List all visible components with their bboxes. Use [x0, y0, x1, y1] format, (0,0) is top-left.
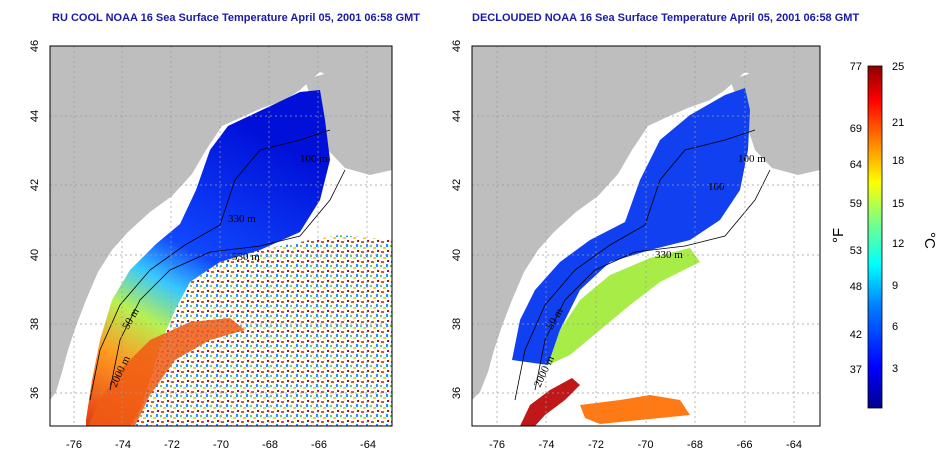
colorbar-celsius-label: 6 [892, 321, 898, 333]
right-contour-label-100m: 100 m [738, 153, 766, 165]
right-y-tick-label: 46 [451, 40, 463, 52]
right-x-tick-label: -74 [539, 439, 555, 451]
right-map: 100 m 100 330 m 50 m 2000 m [471, 45, 821, 427]
right-map-frame [471, 45, 821, 427]
colorbar-celsius-label: 9 [892, 280, 898, 292]
left-x-tick-label: -76 [66, 439, 82, 451]
colorbar-fahrenheit-label: 59 [850, 198, 862, 210]
right-map-sst-orange [580, 395, 690, 424]
left-contour-label-330: 330 m [232, 251, 260, 263]
colorbar-fahrenheit-label: 53 [850, 245, 862, 257]
right-x-tick-label: -66 [737, 439, 753, 451]
right-y-tick-label: 36 [451, 387, 463, 399]
left-map-land-ns [305, 64, 392, 175]
colorbar-gradient [867, 65, 883, 409]
colorbar-fahrenheit-label: 77 [850, 61, 862, 73]
right-map-land [472, 46, 820, 400]
right-contour-label-330: 330 m [655, 249, 683, 261]
right-map-title: DECLOUDED NOAA 16 Sea Surface Temperatur… [472, 12, 860, 24]
fahrenheit-unit: °F [830, 228, 847, 243]
left-map-contour-inner [89, 129, 331, 401]
left-y-tick-label: 38 [29, 318, 41, 330]
left-x-tick-label: -72 [164, 439, 180, 451]
right-x-tick-label: -68 [687, 439, 703, 451]
colorbar-fahrenheit-label: 69 [850, 123, 862, 135]
right-map-sst-cold [512, 88, 750, 365]
colorbar-celsius-label: 15 [892, 198, 904, 210]
right-y-tick-label: 44 [451, 110, 463, 122]
left-map-frame [49, 45, 393, 427]
colorbar-celsius-label: 12 [892, 238, 904, 250]
colorbar-celsius-label: 25 [892, 61, 904, 73]
left-x-tick-label: -64 [360, 439, 376, 451]
right-y-tick-label: 40 [451, 249, 463, 261]
right-map-contour-inner [514, 129, 756, 401]
left-y-tick-label: 36 [29, 387, 41, 399]
right-y-tick-label: 42 [451, 179, 463, 191]
left-y-tick-label: 40 [29, 249, 41, 261]
right-contour-label-100: 100 [708, 181, 725, 193]
celsius-unit: °C [921, 232, 938, 249]
colorbar-fahrenheit-label: 48 [850, 281, 862, 293]
colorbar-celsius-label: 18 [892, 155, 904, 167]
left-x-tick-label: -70 [213, 439, 229, 451]
right-y-tick-label: 38 [451, 318, 463, 330]
left-x-tick-label: -68 [262, 439, 278, 451]
left-contour-label-330b: 330 m [228, 213, 256, 225]
colorbar-fahrenheit-label: 37 [850, 364, 862, 376]
colorbar-fahrenheit-label: 42 [850, 329, 862, 341]
left-map-land [50, 46, 392, 400]
left-map: 100 m 330 m 330 m 50 m 2000 m [49, 45, 393, 427]
left-map-contour-shelf [109, 169, 346, 391]
left-y-tick-label: 46 [29, 40, 41, 52]
left-contour-label-100: 100 m [300, 153, 328, 165]
left-map-gulf-stream [88, 318, 245, 426]
right-x-tick-label: -64 [786, 439, 802, 451]
left-y-tick-label: 42 [29, 179, 41, 191]
left-map-grid [50, 46, 392, 426]
colorbar-celsius-label: 21 [892, 117, 904, 129]
right-map-sst-warm [520, 378, 580, 426]
colorbar-celsius-label: 3 [892, 363, 898, 375]
right-x-tick-label: -76 [489, 439, 505, 451]
right-map-grid [472, 46, 820, 426]
left-map-title: RU COOL NOAA 16 Sea Surface Temperature … [52, 12, 421, 24]
axis-ticks: -76 -74 -72 -70 -68 -66 -64 46 44 42 40 38 36 -76 -74 -… [29, 40, 802, 451]
right-map-sst-shelf [548, 248, 700, 365]
left-y-tick-label: 44 [29, 110, 41, 122]
left-x-tick-label: -66 [311, 439, 327, 451]
colorbar-fahrenheit-label: 64 [850, 159, 862, 171]
colorbar: 77 69 64 59 53 48 42 37 25 21 18 15 12 9 6 3 °F °C [830, 61, 938, 409]
right-map-land-ns [730, 64, 820, 175]
right-x-tick-label: -70 [638, 439, 654, 451]
colorbar-labels: 77 69 64 59 53 48 42 37 25 21 18 15 12 9 6 3 [850, 61, 905, 376]
left-map-sst [86, 90, 330, 426]
left-map-cloud-area [130, 235, 392, 426]
right-x-tick-label: -72 [588, 439, 604, 451]
left-x-tick-label: -74 [115, 439, 131, 451]
